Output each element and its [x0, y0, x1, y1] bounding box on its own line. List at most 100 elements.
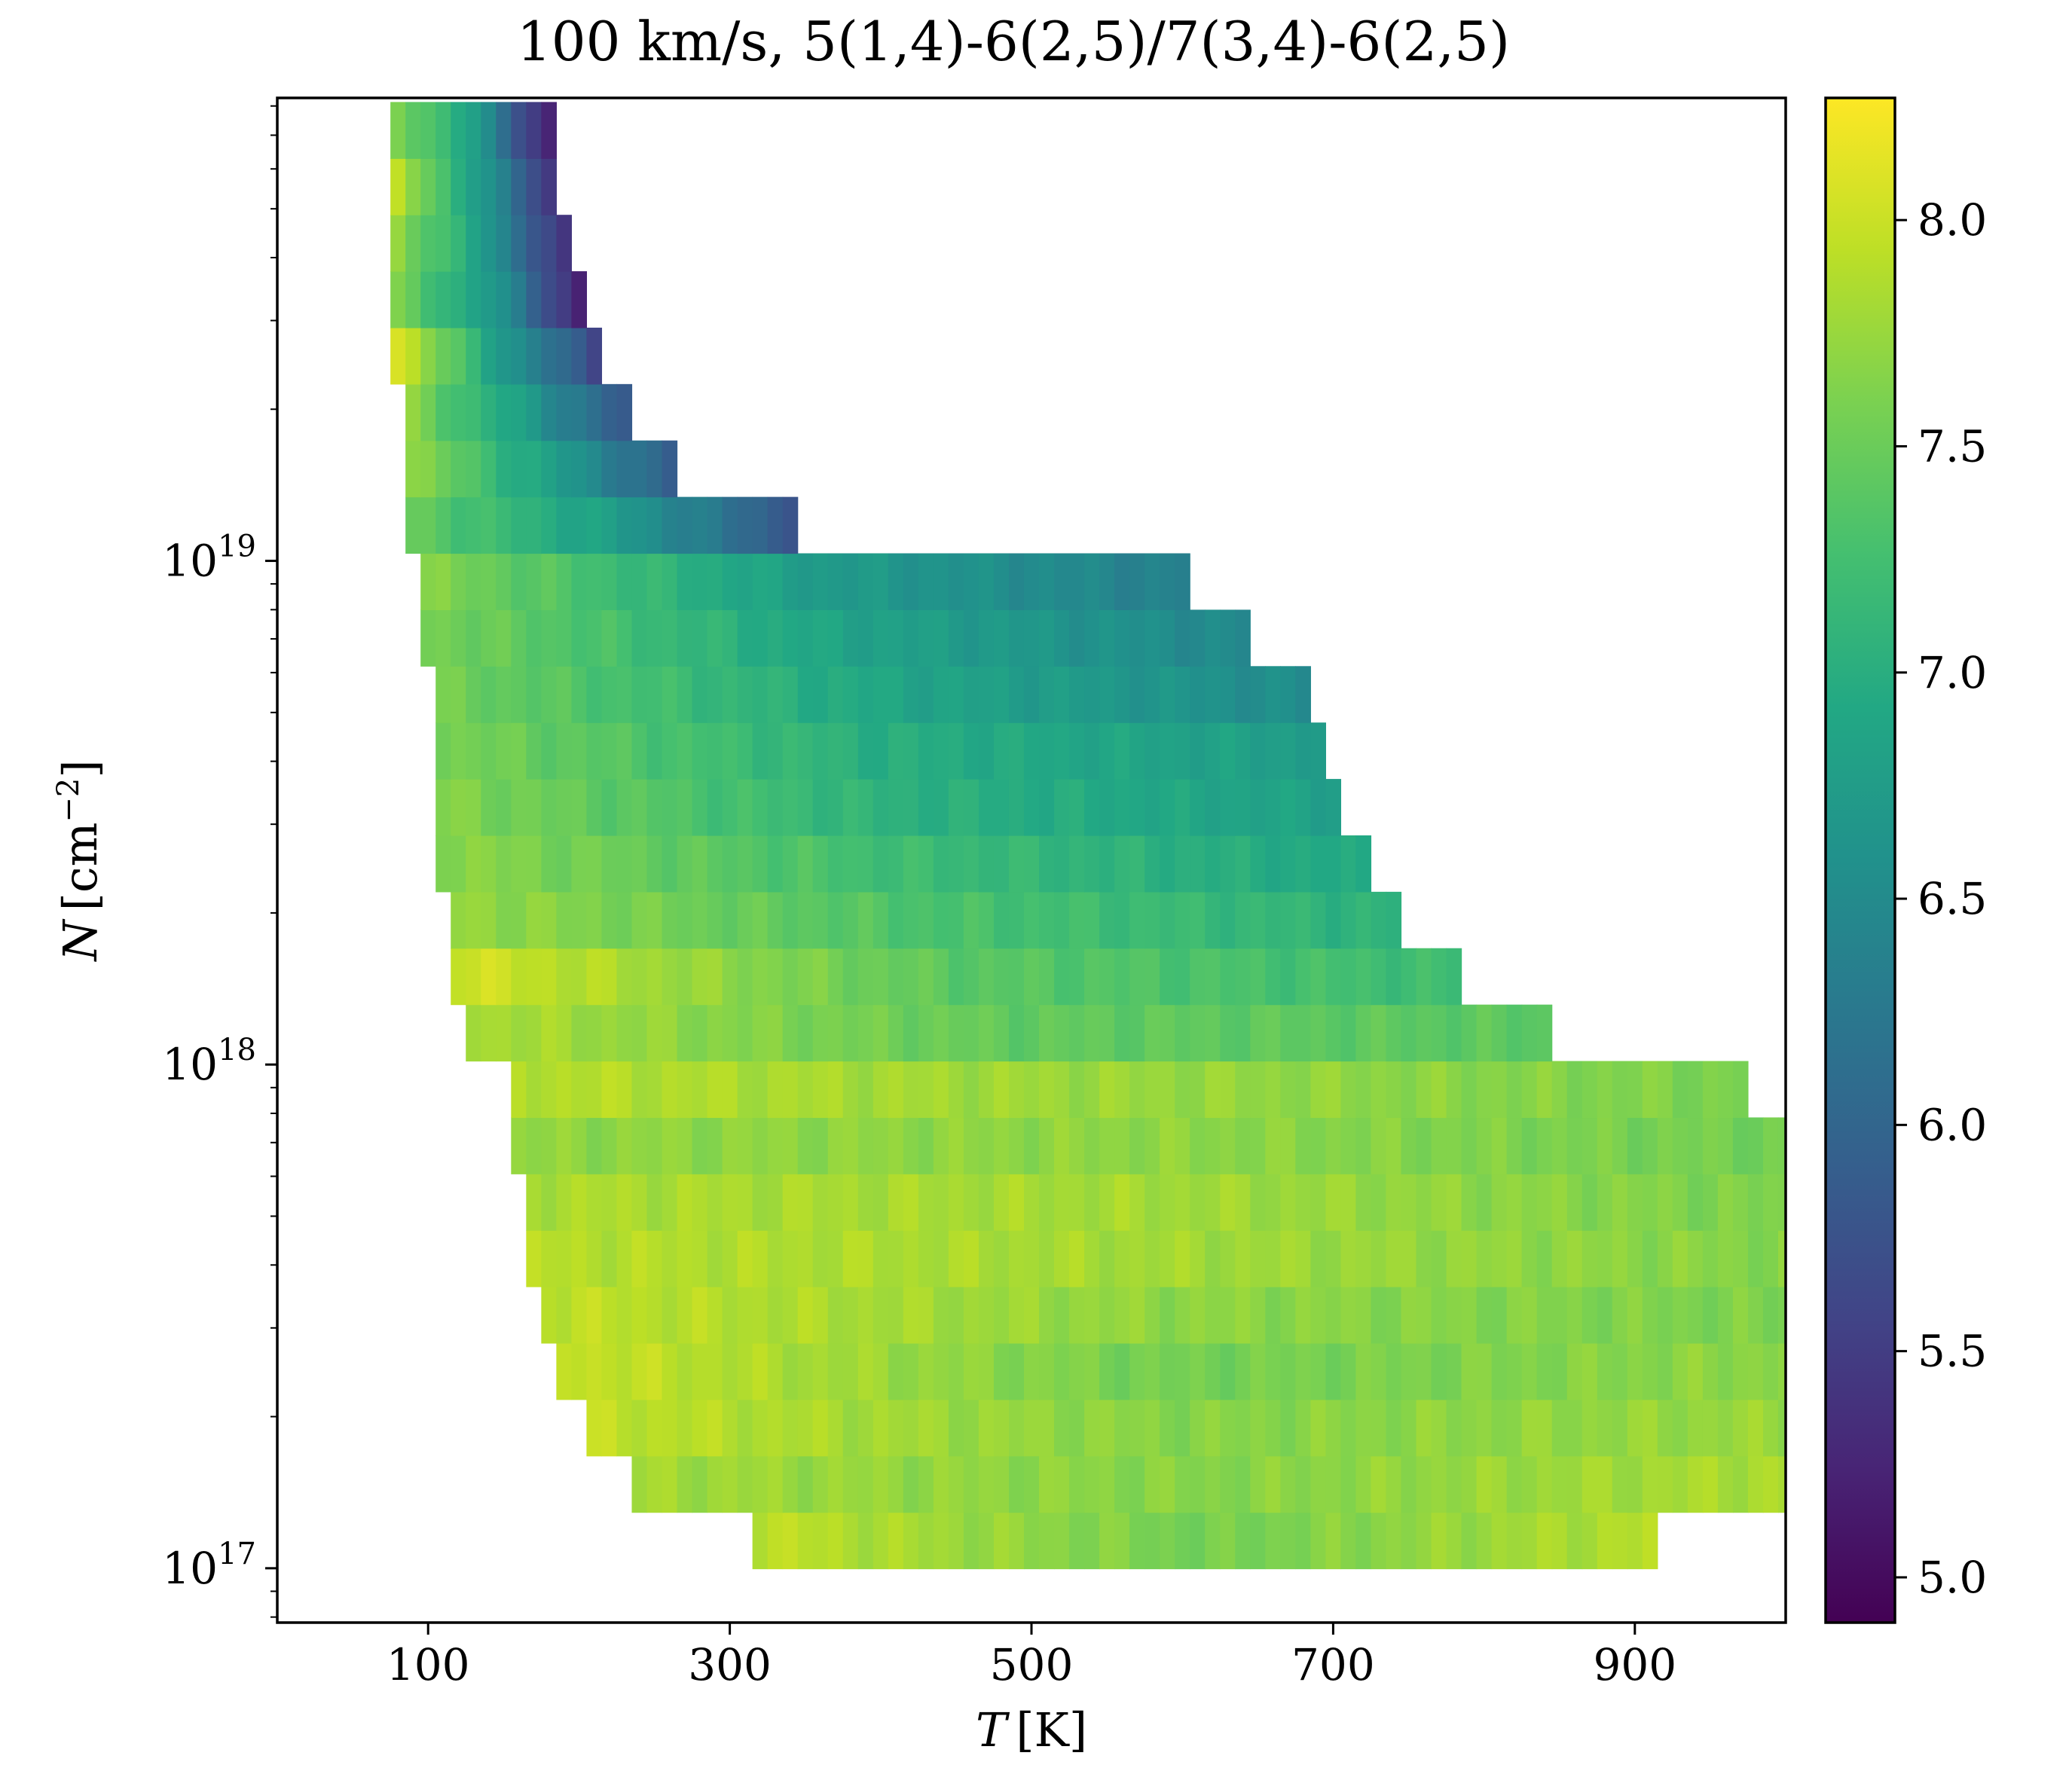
heatmap-cell [631, 948, 648, 1006]
heatmap-cell [601, 1174, 618, 1231]
heatmap-cell [496, 383, 512, 441]
heatmap-cell [827, 722, 844, 780]
heatmap-cell [1597, 1230, 1613, 1287]
heatmap-cell [1160, 1512, 1175, 1570]
heatmap-cell [1250, 666, 1266, 723]
heatmap-cell [1084, 1230, 1100, 1287]
heatmap-cell [797, 609, 814, 667]
heatmap-cell [511, 722, 527, 780]
heatmap-cell [1340, 1342, 1357, 1400]
heatmap-cell [496, 891, 512, 949]
heatmap-cell [1476, 1287, 1493, 1344]
heatmap-cell [707, 1061, 723, 1119]
heatmap-cell [541, 891, 557, 949]
heatmap-cell [1431, 1455, 1447, 1513]
heatmap-cell [1325, 779, 1342, 836]
heatmap-cell [1536, 1117, 1553, 1174]
heatmap-cell [1129, 1174, 1145, 1231]
heatmap-cell [782, 1061, 799, 1119]
heatmap-cell [1220, 835, 1236, 893]
heatmap-cell [1099, 1455, 1115, 1513]
heatmap-cell [1190, 1117, 1206, 1174]
heatmap-cell [1160, 779, 1175, 836]
heatmap-cell [1114, 609, 1130, 667]
heatmap-cell [1566, 1287, 1583, 1344]
heatmap-cell [481, 1004, 497, 1062]
heatmap-cell [1310, 722, 1326, 780]
heatmap-cell [767, 1230, 784, 1287]
heatmap-cell [827, 835, 844, 893]
heatmap-cell [767, 1117, 784, 1174]
heatmap-cell [420, 609, 436, 667]
heatmap-cell [1099, 1174, 1115, 1231]
heatmap-cell [481, 102, 497, 159]
heatmap-cell [390, 215, 406, 272]
heatmap-cell [1220, 1174, 1236, 1231]
heatmap-cell [1416, 1287, 1432, 1344]
heatmap-cell [1144, 1061, 1160, 1119]
heatmap-cell [1099, 666, 1115, 723]
heatmap-cell [466, 948, 481, 1006]
heatmap-cell [1280, 1117, 1296, 1174]
heatmap-cell [586, 1230, 603, 1287]
heatmap-cell [1521, 1174, 1538, 1231]
heatmap-cell [1340, 1287, 1357, 1344]
heatmap-cell [692, 1342, 708, 1400]
heatmap-cell [978, 553, 995, 610]
heatmap-cell [903, 1004, 919, 1062]
heatmap-cell [1280, 1342, 1296, 1400]
heatmap-cell [1054, 1230, 1070, 1287]
heatmap-cell [1732, 1287, 1749, 1344]
heatmap-cell [812, 1230, 829, 1287]
heatmap-cell [1175, 1512, 1190, 1570]
heatmap-cell [541, 722, 557, 780]
heatmap-cell [420, 327, 436, 385]
heatmap-cell [1521, 1455, 1538, 1513]
heatmap-cell [1008, 666, 1025, 723]
heatmap-cell [903, 835, 919, 893]
heatmap-cell [812, 609, 829, 667]
heatmap-cell [1657, 1230, 1673, 1287]
heatmap-cell [435, 327, 451, 385]
heatmap-cell [646, 1342, 663, 1400]
heatmap-cell [1190, 1455, 1206, 1513]
heatmap-cell [1747, 1117, 1764, 1174]
heatmap-cell [466, 440, 481, 498]
heatmap-cell [918, 722, 934, 780]
heatmap-cell [978, 666, 995, 723]
heatmap-cell [1401, 1455, 1417, 1513]
heatmap-cell [451, 666, 466, 723]
heatmap-cell [888, 722, 904, 780]
heatmap-cell [616, 1004, 633, 1062]
heatmap-cell [827, 779, 844, 836]
heatmap-cell [1280, 1230, 1296, 1287]
heatmap-cell [1431, 1004, 1447, 1062]
heatmap-cell [767, 1061, 784, 1119]
heatmap-cell [1039, 1117, 1055, 1174]
heatmap-cell [526, 158, 542, 215]
heatmap-cell [1205, 1342, 1221, 1400]
heatmap-cell [918, 1455, 934, 1513]
heatmap-cell [1099, 835, 1115, 893]
heatmap-cell [1160, 1230, 1175, 1287]
heatmap-cell [873, 1455, 889, 1513]
heatmap-cell [526, 1061, 542, 1119]
heatmap-cell [646, 1287, 663, 1344]
heatmap-cell [1160, 835, 1175, 893]
heatmap-cell [420, 496, 436, 554]
heatmap-cell [1295, 1117, 1311, 1174]
heatmap-cell [1371, 1512, 1387, 1570]
heatmap-cell [782, 1512, 799, 1570]
heatmap-cell [1476, 1399, 1493, 1457]
heatmap-cell [1280, 779, 1296, 836]
heatmap-cell [1386, 1399, 1402, 1457]
heatmap-cell [1008, 1117, 1025, 1174]
heatmap-cell [842, 1004, 859, 1062]
heatmap-cell [496, 553, 512, 610]
heatmap-cell [1039, 1061, 1055, 1119]
heatmap-cell [1476, 1455, 1493, 1513]
heatmap-cell [1416, 948, 1432, 1006]
heatmap-cell [752, 1287, 769, 1344]
heatmap-cell [571, 440, 588, 498]
